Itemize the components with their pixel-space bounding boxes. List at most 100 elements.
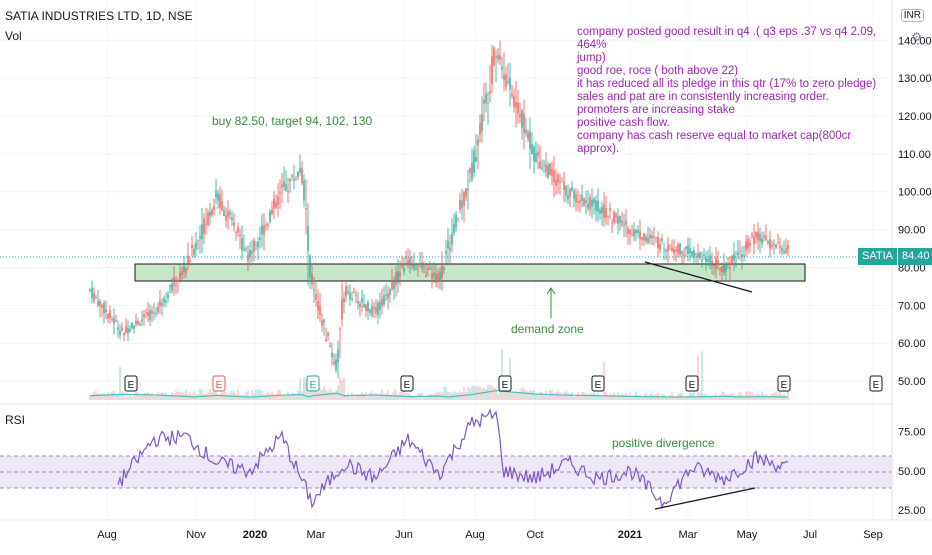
candle-body — [605, 208, 607, 218]
rsi-line — [117, 408, 789, 509]
candle-body — [629, 229, 631, 235]
candle-body — [299, 168, 301, 173]
candle-body — [561, 181, 563, 183]
settings-gear-icon[interactable]: ⚙ — [911, 30, 922, 44]
candle-body — [273, 198, 275, 209]
candle-body — [619, 216, 621, 223]
candle-body — [267, 224, 269, 226]
candle-body — [757, 231, 759, 241]
candle-body — [451, 233, 453, 245]
candle-body — [713, 264, 715, 266]
volume-bar — [779, 391, 781, 400]
candle-body — [109, 310, 111, 319]
volume-bar — [749, 391, 751, 400]
candle-body — [683, 254, 685, 257]
volume-bar — [349, 396, 351, 400]
volume-bar — [361, 392, 363, 400]
candle-body — [365, 304, 367, 311]
candle-body — [489, 91, 491, 94]
candle-body — [621, 220, 623, 226]
volume-bar — [627, 396, 629, 400]
candle-body — [783, 251, 785, 253]
candle-body — [531, 144, 533, 154]
volume-bar — [609, 393, 611, 400]
candle-body — [207, 212, 209, 226]
volume-bar — [533, 390, 535, 400]
candle-body — [303, 180, 305, 201]
price-tick-label: 80.00 — [898, 262, 926, 274]
volume-bar — [445, 387, 447, 400]
currency-label[interactable]: INR — [900, 9, 924, 22]
candle-body — [305, 207, 307, 210]
candle-body — [195, 242, 197, 250]
volume-bar — [345, 395, 347, 400]
candle-body — [327, 332, 329, 336]
volume-bar — [137, 391, 139, 400]
candle-body — [459, 199, 461, 210]
volume-bar — [443, 386, 445, 400]
volume-bar — [637, 395, 639, 400]
volume-bar — [429, 394, 431, 400]
volume-bar — [245, 392, 247, 400]
volume-bar — [761, 391, 763, 400]
candle-body — [533, 146, 535, 162]
candle-body — [463, 192, 465, 206]
candle-body — [237, 226, 239, 233]
candle-body — [189, 260, 191, 263]
candle-body — [361, 298, 363, 303]
volume-bar — [711, 394, 713, 400]
candle-body — [239, 234, 241, 237]
candle-body — [699, 252, 701, 258]
candle-body — [719, 268, 721, 271]
candle-body — [509, 77, 511, 90]
volume-bar — [213, 389, 215, 400]
candle-body — [481, 114, 483, 132]
candle-body — [759, 233, 761, 242]
volume-bar — [537, 393, 539, 400]
volume-bar — [143, 392, 145, 400]
rsi-trendline — [654, 487, 756, 510]
candle-body — [397, 270, 399, 283]
candle-body — [161, 303, 163, 306]
volume-bar — [203, 393, 205, 400]
candle-body — [787, 245, 789, 250]
candle-body — [565, 185, 567, 196]
candle-body — [745, 241, 747, 251]
candle-body — [491, 56, 493, 85]
time-tick-label: Nov — [186, 529, 206, 541]
volume-bar — [527, 391, 529, 400]
candle-body — [285, 184, 287, 191]
volume-bar — [141, 394, 143, 400]
rsi-axis[interactable]: 25.00 50.00 75.00 — [898, 427, 926, 518]
volume-bar — [753, 395, 755, 400]
candle-body — [457, 217, 459, 219]
last-price-tag: SATIA 84.40 — [858, 248, 932, 265]
candle-body — [669, 248, 671, 250]
volume-bar — [209, 388, 211, 400]
candle-body — [589, 197, 591, 210]
volume-bar — [121, 391, 123, 400]
volume-bar — [545, 390, 547, 400]
volume-bar — [685, 395, 687, 400]
candle-body — [337, 348, 339, 362]
candle-body — [315, 293, 317, 300]
note-line: company posted good result in q4 .( q3 e… — [577, 26, 877, 51]
candle-body — [577, 201, 579, 204]
price-axis[interactable]: 50.00 60.00 70.00 80.00 90.00 100.00 110.00 120… — [898, 35, 932, 388]
volume-bar — [413, 396, 415, 400]
volume-bar — [303, 377, 305, 400]
candle-body — [307, 225, 309, 252]
candle-body — [767, 240, 769, 244]
candle-body — [375, 307, 377, 313]
candle-body — [575, 194, 577, 203]
volume-bar — [571, 391, 573, 400]
note-line: it has reduced all its pledge in this qt… — [577, 78, 877, 90]
candle-body — [423, 266, 425, 268]
time-axis[interactable]: Aug Nov 2020 Mar Jun Aug Oct 2021 Mar May Jul Sep — [97, 529, 883, 541]
candle-body — [773, 243, 775, 245]
candle-body — [497, 55, 499, 60]
candle-body — [159, 300, 161, 307]
volume-bar — [785, 396, 787, 400]
candle-body — [593, 198, 595, 204]
